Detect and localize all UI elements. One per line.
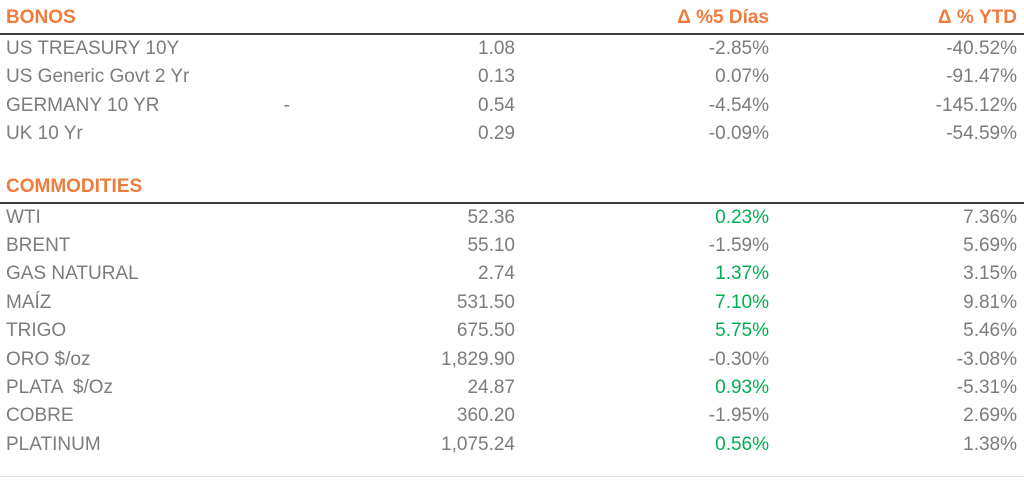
note-cell [250,431,290,459]
table-row: US Generic Govt 2 Yr 0.13 0.07% -91.47% [6,63,1017,91]
change-5d: -4.54% [708,94,769,116]
change-5d: 7.10% [715,291,769,313]
change-ytd: 2.69% [963,405,1017,427]
last-value: 1.08 [478,38,515,59]
financial-table: BONOS Δ %5 Días Δ % YTD US TREASURY 10Y … [0,0,1024,460]
note-cell: - [283,94,290,116]
table-row: GERMANY 10 YR - 0.54 -4.54% -145.12% [6,92,1017,120]
note-cell [250,402,290,430]
table-bottom-border [0,476,1024,478]
last-value: 0.54 [478,94,515,116]
instrument-name: COBRE [6,405,74,427]
last-value: 531.50 [456,291,515,313]
instrument-name: TRIGO [6,320,67,342]
section-title: BONOS [6,7,76,29]
last-value: 0.29 [478,123,515,145]
instrument-name: PLATA $/Oz [6,376,114,398]
instrument-name: GAS NATURAL [6,263,139,285]
change-5d: -0.09% [708,123,769,145]
instrument-name: MAÍZ [6,291,52,313]
section-header-row: COMMODITIES [0,169,1024,204]
last-value: 52.36 [467,206,515,228]
note-cell [250,289,290,317]
note-cell [250,346,290,374]
change-5d: 0.23% [715,206,769,228]
section-rows: WTI 52.36 0.23% 7.36% BRENT 55.10 -1.59%… [6,204,1017,460]
change-ytd: 5.69% [963,234,1017,256]
table-section: BONOS Δ %5 Días Δ % YTD US TREASURY 10Y … [0,0,1024,149]
change-5d: -1.95% [708,405,769,427]
table-row: TRIGO 675.50 5.75% 5.46% [6,317,1017,345]
last-value: 2.74 [478,263,515,285]
change-5d: 0.93% [715,376,769,398]
change-ytd: -145.12% [935,94,1017,116]
instrument-name: GERMANY 10 YR [6,94,160,116]
change-5d: -1.59% [708,234,769,256]
section-header-row: BONOS Δ %5 Días Δ % YTD [0,0,1024,35]
change-ytd: 9.81% [963,291,1017,313]
note-cell [250,232,290,260]
section-rows: US TREASURY 10Y 1.08 -2.85% -40.52% US G… [6,35,1017,149]
last-value: 360.20 [456,405,515,427]
change-ytd: 5.46% [963,320,1017,342]
instrument-name: PLATINUM [6,433,101,455]
last-value: 0.13 [478,66,515,88]
change-5d: -2.85% [708,38,769,59]
change-ytd: -54.59% [946,123,1017,145]
instrument-name: UK 10 Yr [6,123,83,145]
note-cell [250,374,290,402]
change-5d: 1.37% [715,263,769,285]
change-ytd: 3.15% [963,263,1017,285]
change-ytd: -40.52% [946,38,1017,59]
change-ytd: -5.31% [956,376,1017,398]
last-value: 1,075.24 [441,433,515,455]
note-cell [250,317,290,345]
last-value: 675.50 [456,320,515,342]
change-ytd: 7.36% [963,206,1017,228]
table-section: COMMODITIES WTI 52.36 0.23% 7.36% BRENT … [0,169,1024,460]
note-cell [250,204,290,232]
change-5d: 5.75% [715,320,769,342]
last-value: 1,829.90 [441,348,515,370]
change-ytd: -91.47% [946,66,1017,88]
change-5d: -0.30% [708,348,769,370]
last-value: 55.10 [467,234,515,256]
table-row: PLATA $/Oz 24.87 0.93% -5.31% [6,374,1017,402]
change-ytd: 1.38% [963,433,1017,455]
table-row: GAS NATURAL 2.74 1.37% 3.15% [6,260,1017,288]
note-cell [250,260,290,288]
change-5d: 0.56% [715,433,769,455]
table-row: WTI 52.36 0.23% 7.36% [6,204,1017,232]
change-ytd: -3.08% [956,348,1017,370]
instrument-name: ORO $/oz [6,348,91,370]
section-title: COMMODITIES [6,175,143,197]
table-row: BRENT 55.10 -1.59% 5.69% [6,232,1017,260]
instrument-name: WTI [6,206,41,228]
table-row: UK 10 Yr 0.29 -0.09% -54.59% [6,120,1017,148]
column-header-ytd: Δ % YTD [937,7,1017,29]
instrument-name: US Generic Govt 2 Yr [6,66,190,88]
change-5d: 0.07% [715,66,769,88]
table-row: US TREASURY 10Y 1.08 -2.85% -40.52% [6,35,1017,63]
table-row: MAÍZ 531.50 7.10% 9.81% [6,289,1017,317]
note-cell [250,120,290,148]
note-cell [250,63,290,91]
last-value: 24.87 [467,376,515,398]
instrument-name: US TREASURY 10Y [6,38,180,59]
instrument-name: BRENT [6,234,71,256]
table-row: COBRE 360.20 -1.95% 2.69% [6,402,1017,430]
table-row: PLATINUM 1,075.24 0.56% 1.38% [6,431,1017,459]
column-header-5d: Δ %5 Días [677,7,769,29]
table-row: ORO $/oz 1,829.90 -0.30% -3.08% [6,346,1017,374]
note-cell [250,35,290,63]
